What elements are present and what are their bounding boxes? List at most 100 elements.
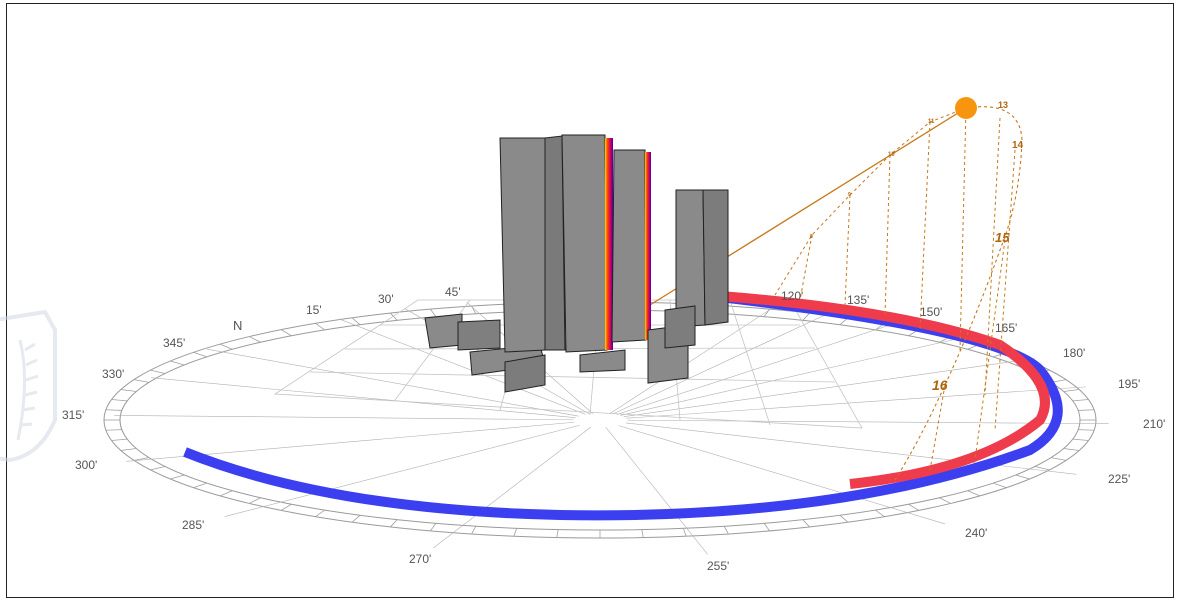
hour-label-10: 10 xyxy=(888,152,895,158)
bearing-label: 315' xyxy=(62,408,84,422)
compass-tick xyxy=(351,514,361,523)
buildings xyxy=(424,134,729,393)
compass-tick xyxy=(723,526,729,535)
compass-tick xyxy=(1015,474,1030,480)
bearing-label: 15' xyxy=(306,303,322,317)
bearing-label: 225' xyxy=(1108,472,1130,486)
hour-label-13: 13 xyxy=(998,100,1008,110)
bearing-label: 195' xyxy=(1118,377,1140,391)
compass-radial xyxy=(338,318,586,415)
compass-radial xyxy=(623,358,1036,417)
compass-tick xyxy=(150,369,166,374)
tower-f xyxy=(702,189,729,326)
compass-tick xyxy=(682,528,687,537)
hour-label-15: 15 xyxy=(995,230,1010,245)
hour-label-8: 8 xyxy=(810,234,813,240)
hour-label-11: 11 xyxy=(928,119,935,125)
compass-tick xyxy=(556,529,559,538)
compass-tick xyxy=(133,379,150,383)
compass-tick xyxy=(111,438,128,441)
compass-radial xyxy=(625,422,1077,475)
north-label: N xyxy=(233,318,242,333)
compass-tick xyxy=(1034,466,1050,471)
bearing-label: 345' xyxy=(163,336,185,350)
low-block xyxy=(664,305,696,349)
sun-hour-curve xyxy=(894,106,1023,481)
compass-tick xyxy=(120,389,137,392)
compass-tick xyxy=(193,482,207,489)
low-block xyxy=(579,349,626,373)
compass-tick xyxy=(763,523,770,532)
sun-icon[interactable] xyxy=(955,97,977,119)
summer-solstice-arc xyxy=(719,291,1050,489)
compass-radial xyxy=(151,377,576,418)
bearing-label: 330' xyxy=(102,367,124,381)
compass-tick xyxy=(170,360,185,366)
compass-radial xyxy=(114,415,574,421)
compass-tick xyxy=(150,466,166,471)
bearing-label: 30' xyxy=(378,292,394,306)
emblem-watermark xyxy=(0,309,57,463)
tower-d-heatmap xyxy=(645,152,651,340)
bearing-label: 210' xyxy=(1143,417,1165,431)
compass-tick xyxy=(908,503,920,511)
compass-radial xyxy=(605,427,708,555)
bearing-labels: 15' 30' 45' 120' 135' 150' 165' 180' 195' 210' 225… xyxy=(62,285,1165,573)
compass-tick xyxy=(471,526,477,535)
solar-arcs xyxy=(183,291,1063,521)
bearing-label: 255' xyxy=(707,559,729,573)
bearing-label: 135' xyxy=(847,293,869,307)
compass-tick xyxy=(641,529,644,538)
compass-tick xyxy=(219,343,233,350)
compass-tick xyxy=(390,312,398,321)
compass-radial xyxy=(433,426,592,549)
compass-tick xyxy=(249,497,261,504)
bearing-label: 120' xyxy=(781,289,803,303)
compass-tick xyxy=(133,457,150,461)
tower-c-heatmap xyxy=(605,138,613,350)
compass-tick xyxy=(939,497,951,504)
compass-tick xyxy=(280,329,292,337)
compass-tick xyxy=(105,409,122,411)
compass-tick xyxy=(390,519,398,528)
compass-tick xyxy=(967,490,981,497)
low-block xyxy=(504,354,546,393)
viewport-frame xyxy=(6,3,1174,598)
compass-radial xyxy=(609,305,776,415)
low-block xyxy=(457,319,501,351)
bearing-label: 45' xyxy=(445,285,461,299)
compass-tick xyxy=(249,336,261,343)
bearing-label: 165' xyxy=(995,321,1017,335)
sun-hour-labels: 13 14 15 16 11 10 9 8 xyxy=(810,100,1024,393)
compass-tick xyxy=(193,351,207,358)
compass-tick xyxy=(839,514,849,523)
compass-tick xyxy=(1072,399,1089,402)
bearing-label: 240' xyxy=(965,526,987,540)
compass-radial xyxy=(224,424,580,517)
compass-tick xyxy=(1078,429,1095,431)
compass-tick xyxy=(1063,448,1080,451)
compass-tick xyxy=(1063,389,1080,392)
compass-tick xyxy=(315,509,325,517)
hour-label-9: 9 xyxy=(848,192,851,198)
compass-radial xyxy=(612,309,837,415)
hour-label-16: 16 xyxy=(932,377,948,393)
compass-tick xyxy=(802,312,810,321)
compass-tick xyxy=(802,519,810,528)
compass-tick xyxy=(1078,409,1095,411)
bearing-label: 150' xyxy=(920,305,942,319)
compass-radial xyxy=(618,425,946,525)
compass-tick xyxy=(1050,457,1067,461)
compass-tick xyxy=(105,429,122,431)
compass-tick xyxy=(1072,438,1089,441)
compass-tick xyxy=(315,323,325,331)
compass-tick xyxy=(111,399,128,402)
compass-tick xyxy=(351,317,361,326)
tower-c xyxy=(561,134,608,353)
bearing-label: 180' xyxy=(1063,346,1085,360)
bearing-label: 270' xyxy=(409,552,431,566)
compass-tick xyxy=(875,509,885,517)
compass-tick xyxy=(219,490,233,497)
